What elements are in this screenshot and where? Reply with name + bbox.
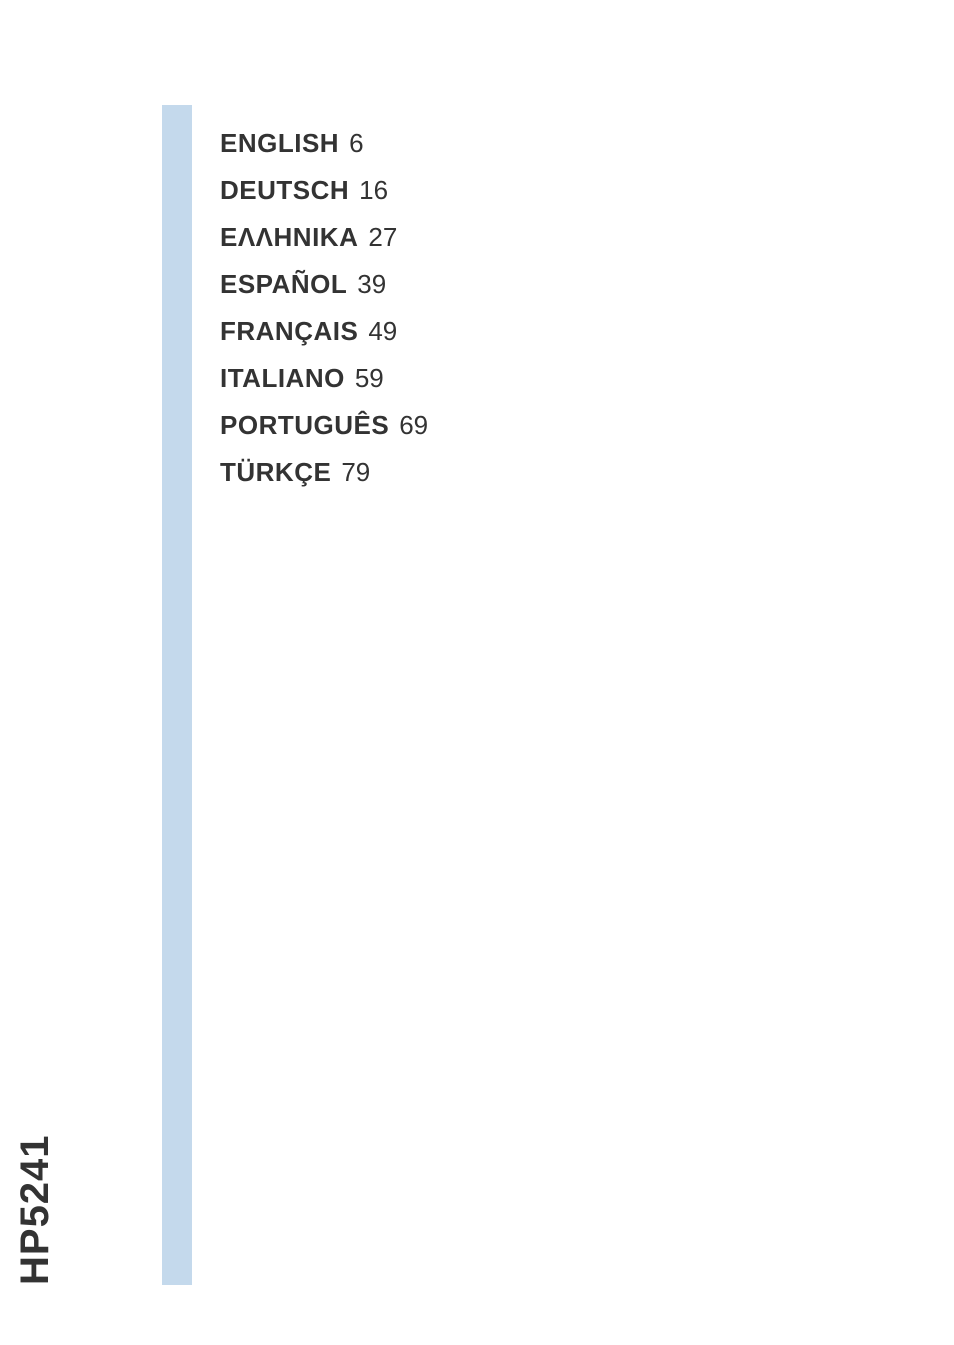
toc-item: ΕΛΛΗΝΙΚΑ 27	[220, 222, 428, 253]
toc-page-number: 59	[355, 363, 384, 394]
toc-page-number: 6	[349, 128, 363, 159]
toc-page-number: 79	[341, 457, 370, 488]
toc-page-number: 27	[368, 222, 397, 253]
toc-item: ESPAÑOL 39	[220, 269, 428, 300]
toc-item: PORTUGUÊS 69	[220, 410, 428, 441]
toc-language-label: PORTUGUÊS	[220, 410, 389, 441]
toc-language-label: ENGLISH	[220, 128, 339, 159]
toc-page-number: 49	[368, 316, 397, 347]
toc-item: ENGLISH 6	[220, 128, 428, 159]
model-number-label: HP5241	[13, 1134, 58, 1285]
toc-language-label: FRANÇAIS	[220, 316, 358, 347]
toc-item: DEUTSCH 16	[220, 175, 428, 206]
toc-language-label: DEUTSCH	[220, 175, 349, 206]
vertical-accent-band	[162, 105, 192, 1285]
toc-item: FRANÇAIS 49	[220, 316, 428, 347]
toc-page-number: 69	[399, 410, 428, 441]
table-of-contents: ENGLISH 6 DEUTSCH 16 ΕΛΛΗΝΙΚΑ 27 ESPAÑOL…	[220, 128, 428, 504]
toc-item: TÜRKÇE 79	[220, 457, 428, 488]
toc-page-number: 16	[359, 175, 388, 206]
toc-item: ITALIANO 59	[220, 363, 428, 394]
toc-page-number: 39	[357, 269, 386, 300]
toc-language-label: ΕΛΛΗΝΙΚΑ	[220, 222, 358, 253]
toc-language-label: TÜRKÇE	[220, 457, 331, 488]
toc-language-label: ITALIANO	[220, 363, 345, 394]
toc-language-label: ESPAÑOL	[220, 269, 347, 300]
